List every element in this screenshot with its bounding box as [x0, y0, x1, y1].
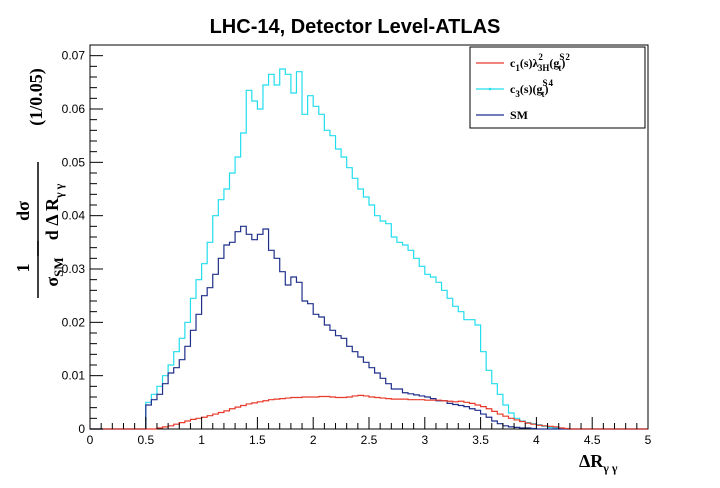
x-tick-label: 1.5 — [249, 433, 266, 447]
svg-text:d Δ Rγ γ: d Δ Rγ γ — [42, 183, 66, 240]
x-tick-label: 3 — [421, 433, 428, 447]
x-tick-label: 3.5 — [472, 433, 489, 447]
y-axis-label: 1 σSM dσ d Δ Rγ γ (1/0.05) — [13, 68, 66, 298]
y-tick-label: 0.04 — [62, 209, 86, 223]
y-tick-label: 0.07 — [62, 49, 86, 63]
x-tick-label: 2 — [310, 433, 317, 447]
series-c1-line — [90, 394, 648, 430]
x-tick-label: 2.5 — [361, 433, 378, 447]
y-tick-label: 0.02 — [62, 315, 86, 329]
x-tick-label: 5 — [645, 433, 652, 447]
x-tick-label: 4 — [533, 433, 540, 447]
legend-c3-label: c3(s)(gS t)4 — [510, 78, 554, 99]
y-axis: 0 0.01 0.02 0.03 0.04 0.05 0.06 0.07 — [62, 49, 103, 436]
y-tick-label: 0.01 — [62, 369, 86, 383]
y-tick-label: 0 — [78, 422, 85, 436]
x-tick-label: 0.5 — [137, 433, 154, 447]
legend: c1(s)λ2 3H(gS t)2 c3(s)(gS t)4 SM — [469, 46, 646, 129]
x-tick-label: 0 — [87, 433, 94, 447]
x-axis: 0 0.5 1 1.5 2 2.5 3 3.5 4 4.5 5 — [87, 417, 652, 447]
x-tick-label: 4.5 — [584, 433, 601, 447]
y-tick-label: 0.05 — [62, 155, 86, 169]
legend-c1-label: c1(s)λ2 3H(gS t)2 — [510, 52, 570, 73]
y-tick-label: 0.06 — [62, 102, 86, 116]
x-tick-label: 1 — [198, 433, 205, 447]
svg-text:dσ: dσ — [13, 201, 33, 221]
x-axis-label: ΔRγ γ — [579, 451, 618, 475]
svg-text:1: 1 — [13, 264, 33, 273]
legend-sm-label: SM — [510, 108, 528, 122]
svg-text:σSM: σSM — [42, 257, 66, 286]
chart-title: LHC-14, Detector Level-ATLAS — [210, 16, 501, 38]
svg-text:(1/0.05): (1/0.05) — [26, 68, 47, 126]
legend-c3-marker — [488, 87, 492, 91]
y-tick-label: 0.03 — [62, 262, 86, 276]
